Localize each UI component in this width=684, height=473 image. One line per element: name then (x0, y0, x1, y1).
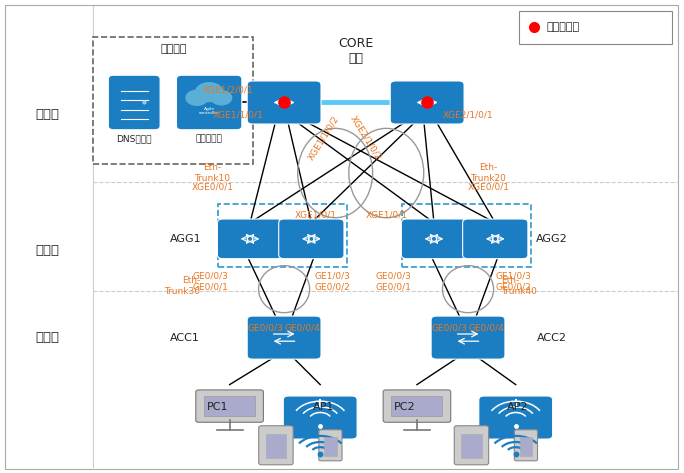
FancyBboxPatch shape (283, 396, 357, 439)
Text: PC1: PC1 (207, 402, 228, 412)
Text: XGE1/1/0/2: XGE1/1/0/2 (306, 114, 341, 162)
Text: DNS服务器: DNS服务器 (116, 134, 152, 143)
Text: XGE1/0/1: XGE1/0/1 (365, 211, 407, 220)
FancyBboxPatch shape (319, 430, 342, 461)
FancyBboxPatch shape (5, 5, 678, 469)
FancyBboxPatch shape (265, 434, 286, 458)
Text: 认证服务器: 认证服务器 (196, 134, 222, 143)
FancyBboxPatch shape (176, 75, 242, 130)
Text: PC2: PC2 (394, 402, 415, 412)
Circle shape (211, 91, 232, 105)
Text: Agile
controller: Agile controller (199, 106, 220, 115)
Text: GE0/0/4: GE0/0/4 (285, 323, 320, 332)
Text: AGG1: AGG1 (170, 234, 201, 244)
FancyBboxPatch shape (108, 75, 160, 130)
Text: XGE2/1/0/1: XGE2/1/0/1 (443, 111, 493, 120)
Text: XGE1/1/0/1: XGE1/1/0/1 (213, 111, 263, 120)
FancyBboxPatch shape (391, 395, 443, 416)
Circle shape (196, 83, 223, 102)
Text: XGE0/0/1: XGE0/0/1 (467, 183, 510, 192)
FancyBboxPatch shape (196, 390, 263, 422)
FancyBboxPatch shape (218, 219, 282, 259)
FancyBboxPatch shape (520, 437, 532, 455)
Text: CORE
集群: CORE 集群 (338, 37, 373, 65)
FancyBboxPatch shape (93, 36, 254, 164)
Text: GE0/0/3: GE0/0/3 (432, 323, 468, 332)
FancyBboxPatch shape (514, 430, 538, 461)
FancyBboxPatch shape (402, 219, 466, 259)
FancyBboxPatch shape (461, 434, 482, 458)
FancyBboxPatch shape (462, 219, 528, 259)
Text: GE0/0/4: GE0/0/4 (469, 323, 504, 332)
Text: 接入层: 接入层 (36, 331, 60, 344)
Text: ACC2: ACC2 (537, 333, 567, 342)
Text: XGE1/0/1: XGE1/0/1 (295, 211, 337, 220)
Text: GE0/0/3: GE0/0/3 (248, 323, 284, 332)
FancyBboxPatch shape (519, 11, 672, 44)
Text: ACC1: ACC1 (170, 333, 200, 342)
Text: GE1/0/3: GE1/0/3 (315, 272, 351, 281)
Text: GE0/0/1: GE0/0/1 (376, 282, 412, 291)
FancyBboxPatch shape (278, 219, 344, 259)
FancyBboxPatch shape (259, 426, 293, 465)
Text: GE0/0/2: GE0/0/2 (315, 282, 350, 291)
Text: Eth-
Trunk20: Eth- Trunk20 (471, 163, 506, 183)
Text: GE0/0/1: GE0/0/1 (192, 282, 228, 291)
Text: AP2: AP2 (507, 402, 529, 412)
Text: GE1/0/3: GE1/0/3 (496, 272, 532, 281)
FancyBboxPatch shape (247, 81, 321, 124)
Text: GE0/0/2: GE0/0/2 (496, 282, 531, 291)
Text: 认证控制点: 认证控制点 (547, 22, 579, 32)
Text: XGE0/0/1: XGE0/0/1 (192, 183, 233, 192)
Text: 汇聚层: 汇聚层 (36, 244, 60, 257)
FancyBboxPatch shape (391, 81, 464, 124)
Text: GE0/0/3: GE0/0/3 (192, 272, 228, 281)
Text: 核心层: 核心层 (36, 108, 60, 121)
Circle shape (186, 90, 208, 105)
Text: AP1: AP1 (313, 402, 334, 412)
Text: Eth-
Trunk30: Eth- Trunk30 (164, 276, 200, 296)
FancyBboxPatch shape (383, 390, 451, 422)
Text: 服务器区: 服务器区 (160, 44, 187, 54)
FancyBboxPatch shape (324, 437, 337, 455)
Text: XGE1/2/0/1: XGE1/2/0/1 (203, 85, 254, 94)
FancyBboxPatch shape (431, 316, 505, 359)
FancyBboxPatch shape (479, 396, 553, 439)
Text: XGE2/1/0/2: XGE2/1/0/2 (348, 114, 383, 162)
FancyBboxPatch shape (454, 426, 488, 465)
Text: Eth-
Trunk40: Eth- Trunk40 (501, 276, 537, 296)
Text: AGG2: AGG2 (536, 234, 568, 244)
Text: GE0/0/3: GE0/0/3 (376, 272, 412, 281)
FancyBboxPatch shape (247, 316, 321, 359)
FancyBboxPatch shape (204, 395, 255, 416)
Text: Eth-
Trunk10: Eth- Trunk10 (194, 163, 231, 183)
